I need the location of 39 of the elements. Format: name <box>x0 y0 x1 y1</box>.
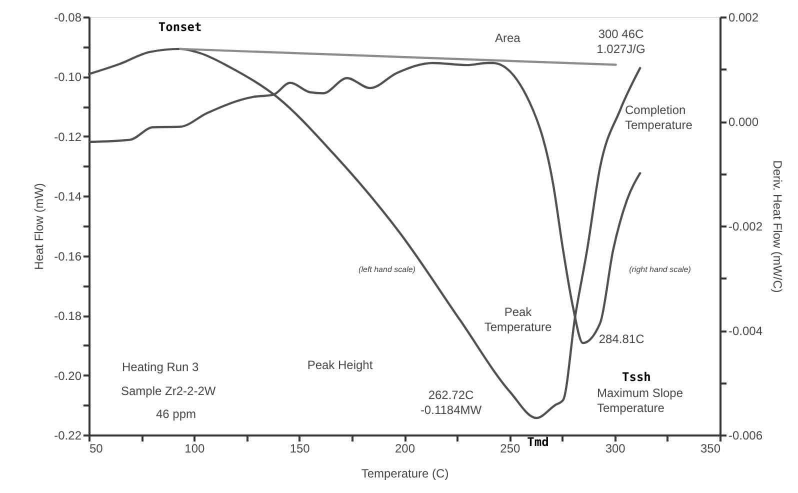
x-tick-label: 250 <box>500 442 520 456</box>
annotation: Tmd <box>527 435 549 449</box>
x-axis-title: Temperature (C) <box>361 466 449 480</box>
y-tick-label: -0.22 <box>54 428 82 442</box>
x-tick-label: 350 <box>700 442 721 456</box>
y-tick-label: -0.14 <box>54 190 82 204</box>
x-tick-label: 50 <box>90 442 104 456</box>
y-tick-label: -0.12 <box>54 130 82 144</box>
annotation: 284.81C <box>598 332 645 346</box>
annotation: (right hand scale) <box>629 265 692 274</box>
annotation: 262.72C -0.1184MW <box>420 388 482 417</box>
y2-tick-label: -0.002 <box>728 220 763 234</box>
y2-tick-label: -0.004 <box>728 324 763 338</box>
y2-tick-label: 0.000 <box>728 115 759 129</box>
y-tick-label: -0.16 <box>54 249 82 264</box>
y-tick-label: -0.20 <box>54 368 82 383</box>
y-tick-label: -0.10 <box>54 70 82 84</box>
y-tick-label: -0.18 <box>54 309 82 324</box>
annotation: Tssh <box>622 370 651 384</box>
annotation: Maximum Slope Temperature <box>597 386 684 415</box>
y-tick-label: -0.08 <box>54 10 82 24</box>
annotation: Peak Height <box>307 358 374 372</box>
x-tick-label: 100 <box>184 442 205 456</box>
annotation: Area <box>495 31 521 45</box>
annotation: Tonset <box>158 20 202 34</box>
annotation: 46 ppm <box>156 407 196 421</box>
annotation: 300 46C 1.027J/G <box>596 27 646 56</box>
x-tick-label: 150 <box>290 442 310 456</box>
x-tick-label: 200 <box>394 442 416 456</box>
annotation: Peak Temperature <box>484 305 552 334</box>
y2-axis-title: Deriv. Heat Flow (mW/C) <box>770 160 785 293</box>
annotation: Heating Run 3 <box>122 360 200 374</box>
y-axis-title: Heat Flow (mW) <box>32 183 46 270</box>
x-tick-label: 300 <box>605 442 626 456</box>
annotation: Completion Temperature <box>625 103 693 132</box>
annotation: (left hand scale) <box>358 265 416 274</box>
y2-tick-label: 0.002 <box>728 10 759 24</box>
annotation: Sample Zr2-2-2W <box>121 384 216 398</box>
y2-tick-label: -0.006 <box>728 428 763 442</box>
